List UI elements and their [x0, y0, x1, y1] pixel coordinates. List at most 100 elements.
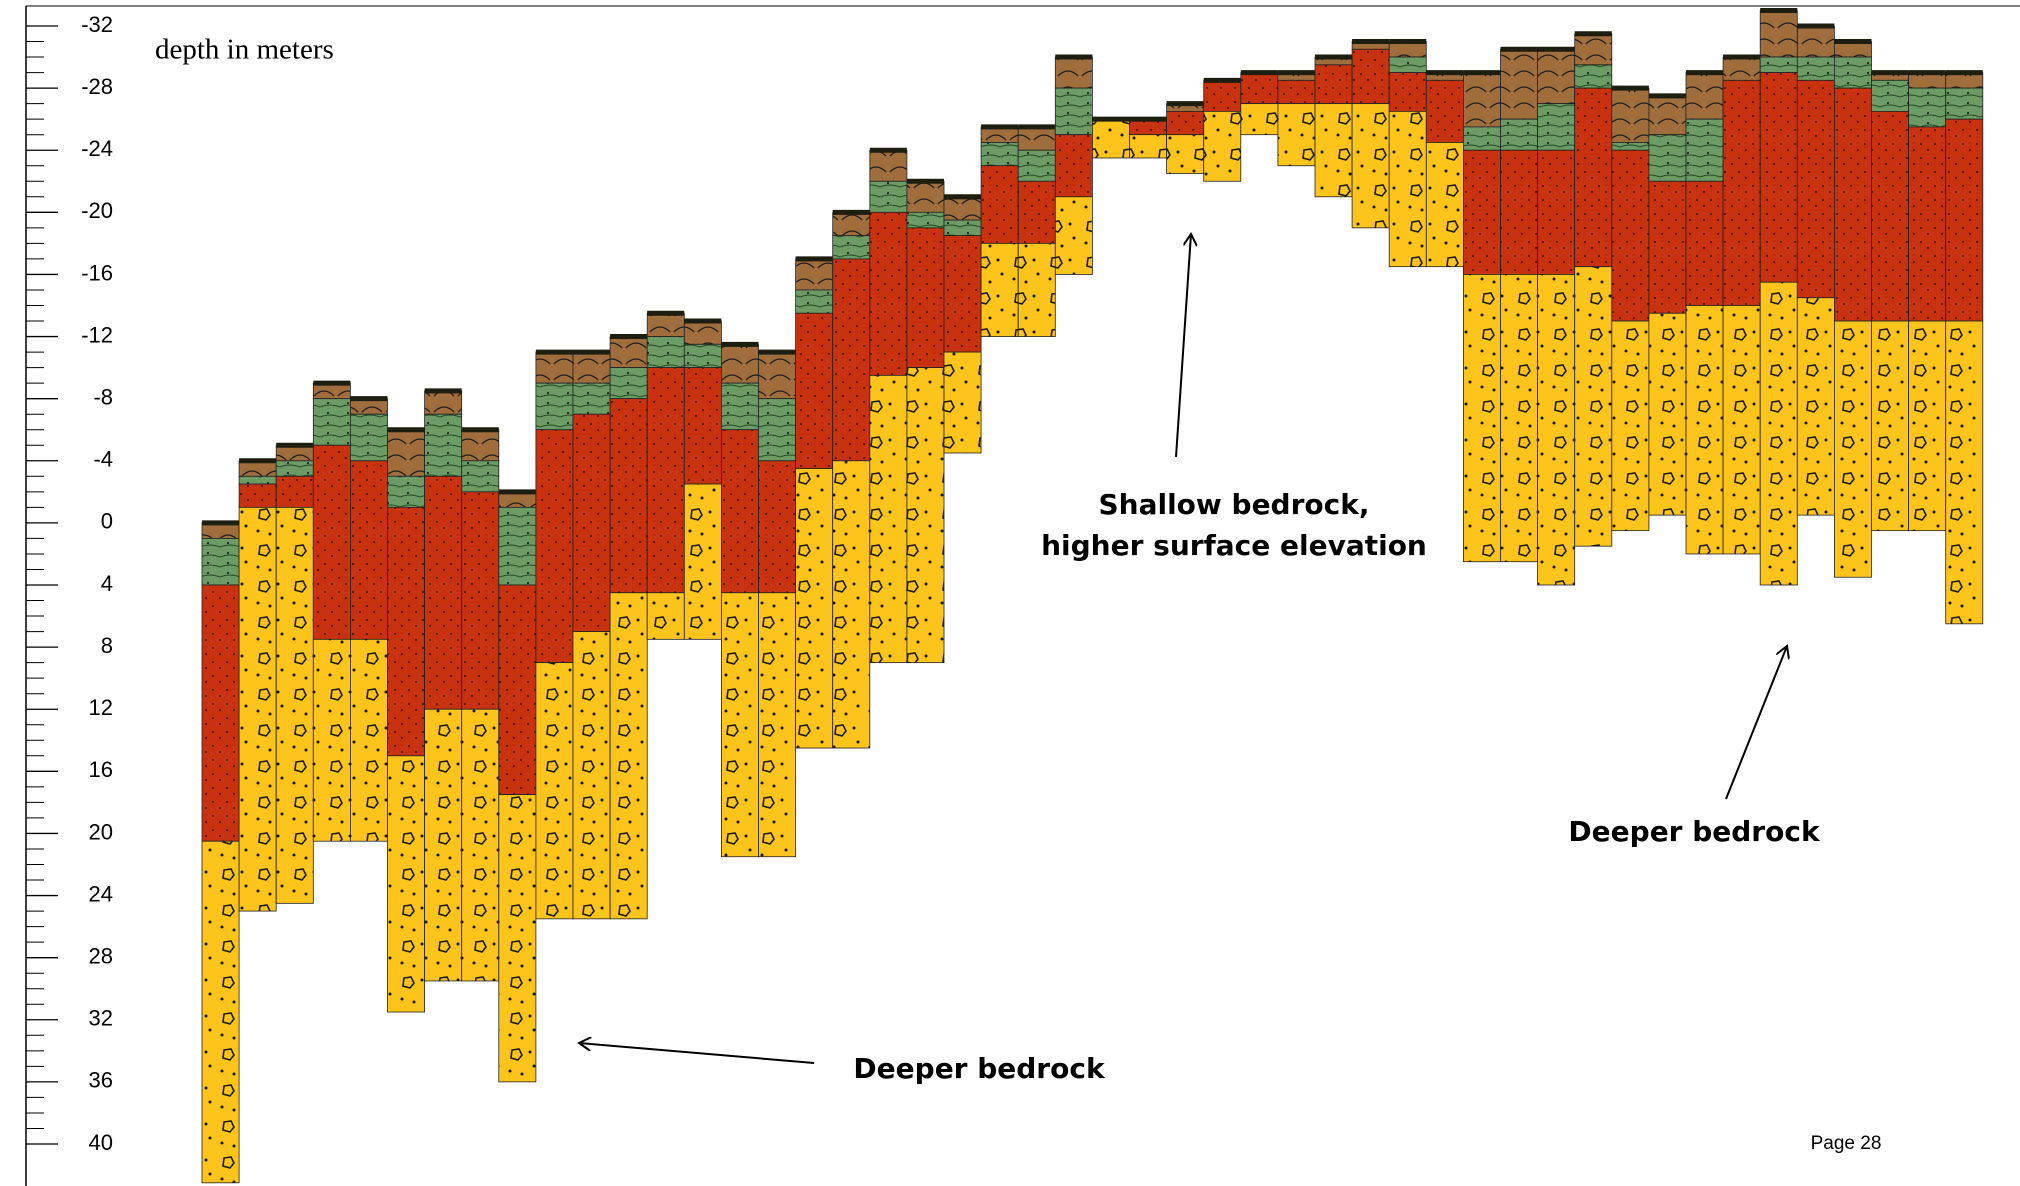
soil-layer [1500, 48, 1538, 120]
green-layer [1388, 56, 1427, 73]
red-layer [461, 491, 500, 710]
bedrock-layer [1351, 103, 1390, 229]
bedrock-layer [758, 592, 796, 858]
y-tick-label: 20 [89, 819, 113, 844]
annotation: Shallow bedrock, [1098, 488, 1369, 521]
y-tick-label: 40 [89, 1130, 113, 1155]
soil-layer [1611, 87, 1650, 143]
annotation: Deeper bedrock [853, 1052, 1106, 1085]
bedrock-layer [424, 708, 463, 982]
red-layer [1463, 149, 1501, 275]
bedrock-layer [869, 374, 908, 664]
bedrock-layer [1796, 297, 1835, 516]
red-layer [424, 475, 463, 710]
red-layer [1685, 180, 1724, 306]
green-layer [1463, 126, 1501, 151]
green-layer [758, 398, 796, 462]
red-layer [1611, 149, 1650, 322]
green-layer [238, 475, 277, 485]
soil-layer [535, 351, 574, 384]
bedrock-layer [832, 460, 871, 749]
green-layer [461, 460, 500, 493]
green-layer [572, 382, 611, 415]
y-tick-label: 16 [89, 757, 113, 782]
bedrock-layer [572, 631, 611, 920]
green-layer [201, 538, 240, 586]
y-tick-label: 32 [89, 1006, 113, 1031]
bedrock-layer [1648, 312, 1687, 516]
bedrock-layer [1203, 111, 1242, 182]
bedrock-layer [609, 592, 648, 920]
red-layer [1240, 72, 1279, 105]
bedrock-layer [943, 351, 982, 454]
green-layer [1685, 118, 1724, 182]
y-tick-label: -24 [81, 136, 113, 161]
bedrock-layer [1834, 320, 1872, 578]
bedrock-layer [1908, 320, 1947, 532]
soil-layer [869, 149, 908, 182]
green-layer [609, 367, 648, 400]
bedrock-layer [1277, 103, 1316, 167]
soil-layer [906, 180, 945, 213]
annotation: Deeper bedrock [1568, 815, 1821, 848]
red-layer [1834, 87, 1872, 322]
bedrock-layer [1425, 142, 1464, 268]
bedrock-layer [1574, 266, 1613, 547]
bedrock-layer [795, 468, 834, 749]
bedrock-layer [1017, 242, 1056, 337]
soil-layer [758, 351, 796, 400]
bedrock-layer [349, 638, 388, 842]
soil-layer [461, 429, 500, 462]
red-layer [1388, 72, 1427, 112]
red-layer [1871, 111, 1909, 322]
bedrock-layer [906, 367, 945, 664]
red-layer [1203, 79, 1242, 112]
bedrock-layer [1722, 305, 1761, 555]
soil-layer [646, 312, 685, 337]
y-tick-label: 0 [101, 509, 113, 534]
soil-layer [1463, 72, 1501, 128]
depth-axis: -32 -28 -24 -20 -16 -12 -8 -4 0 4 8 12 16 20 24 28 32 36 4… [26, 12, 113, 1155]
soil-layer [1648, 95, 1687, 136]
red-layer [943, 235, 982, 353]
green-layer [1611, 142, 1650, 151]
y-tick-label: 12 [89, 695, 113, 720]
red-layer [1722, 79, 1761, 306]
y-tick-label: -8 [93, 384, 113, 409]
red-layer [349, 460, 388, 640]
green-layer [943, 219, 982, 237]
green-layer [312, 398, 351, 446]
bedrock-layer [1314, 103, 1353, 198]
red-layer [387, 506, 425, 757]
y-tick-label: -16 [81, 260, 113, 285]
red-layer [1759, 72, 1798, 283]
green-layer [1054, 87, 1093, 136]
green-layer [1945, 87, 1984, 120]
bedrock-layer [1759, 281, 1798, 586]
red-layer [906, 227, 945, 369]
green-layer [1908, 87, 1947, 128]
red-layer [498, 584, 537, 796]
red-layer [795, 312, 834, 469]
red-layer [201, 584, 240, 842]
bedrock-layer [498, 794, 537, 1083]
green-layer [1537, 103, 1576, 151]
bedrock-layer [1537, 274, 1576, 586]
red-layer [758, 460, 796, 594]
red-layer [1648, 180, 1687, 314]
red-layer [683, 367, 722, 485]
bedrock-layer [721, 592, 759, 858]
bedrock-layer [535, 662, 574, 920]
bedrock-layer [1871, 320, 1909, 532]
green-layer [869, 180, 908, 213]
bedrock-layer [1054, 196, 1093, 275]
page-number: Page 28 [1811, 1133, 1882, 1154]
green-layer [721, 382, 759, 431]
red-layer [238, 483, 277, 508]
y-tick-label: 8 [101, 633, 113, 658]
red-layer [1277, 79, 1316, 105]
green-layer [646, 336, 685, 369]
bedrock-layer [275, 506, 314, 904]
red-layer [1574, 87, 1613, 268]
